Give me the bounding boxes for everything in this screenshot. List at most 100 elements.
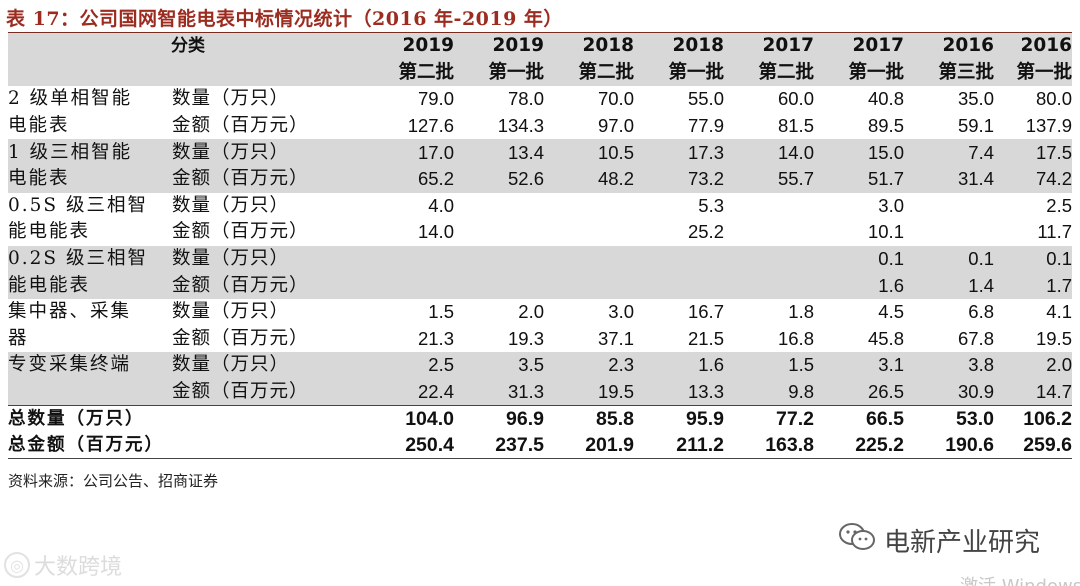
total-value-cell: 96.9 bbox=[454, 404, 544, 432]
batch-header: 第二批 bbox=[544, 59, 634, 87]
value-cell: 45.8 bbox=[867, 327, 904, 349]
value-cell: 4.5 bbox=[878, 301, 904, 323]
value-cell: 1.6 bbox=[634, 352, 724, 379]
value-cell: 4.0 bbox=[428, 194, 454, 216]
value-cell: 21.5 bbox=[687, 327, 724, 349]
category-label: 2 级单相智能 bbox=[8, 88, 133, 110]
value-cell: 3.0 bbox=[608, 301, 634, 323]
value-cell: 3.8 bbox=[904, 352, 994, 379]
value-cell bbox=[724, 193, 814, 220]
value-cell: 31.4 bbox=[904, 165, 994, 193]
table-row: 能电能表 金额（百万元） 1.6 1.4 1.7 bbox=[8, 272, 1072, 299]
batch-header: 第一批 bbox=[634, 59, 724, 87]
metric-label: 数量（万只） bbox=[172, 301, 290, 323]
value-cell bbox=[454, 272, 544, 299]
table-row: 专变采集终端 数量（万只） 2.5 3.5 2.3 1.6 1.5 3.1 3.8 2.0 bbox=[8, 352, 1072, 379]
total-value-cell: 225.2 bbox=[814, 431, 904, 459]
value-cell: 22.4 bbox=[368, 378, 454, 406]
batch-header: 第二批 bbox=[724, 59, 814, 87]
value-cell: 35.0 bbox=[957, 88, 994, 110]
value-cell: 19.3 bbox=[507, 327, 544, 349]
value-cell: 13.4 bbox=[454, 139, 544, 166]
metric-label: 数量（万只） bbox=[172, 194, 290, 216]
value-cell: 16.7 bbox=[687, 301, 724, 323]
table-row: 2 级单相智能 数量（万只） 79.0 78.0 70.0 55.0 60.0 40.8 35.… bbox=[8, 86, 1072, 113]
value-cell: 3.5 bbox=[454, 352, 544, 379]
value-cell: 2.0 bbox=[518, 301, 544, 323]
table-title: 表 17：公司国网智能电表中标情况统计（2016 年-2019 年） bbox=[6, 8, 563, 30]
value-cell: 17.3 bbox=[634, 139, 724, 166]
value-cell: 1.8 bbox=[788, 301, 814, 323]
category-label: 电能表 bbox=[8, 165, 172, 193]
total-value-cell: 53.0 bbox=[904, 404, 994, 432]
value-cell: 70.0 bbox=[597, 88, 634, 110]
value-cell: 17.0 bbox=[368, 139, 454, 166]
table-row: 能电能表 金额（百万元） 14.0 25.2 10.1 11.7 bbox=[8, 219, 1072, 246]
table-row: 0.2S 级三相智 数量（万只） 0.1 0.1 0.1 bbox=[8, 245, 1072, 273]
value-cell: 1.4 bbox=[904, 272, 994, 299]
value-cell: 137.9 bbox=[1025, 115, 1072, 137]
value-cell: 17.5 bbox=[994, 139, 1072, 166]
wechat-icon bbox=[838, 522, 876, 559]
value-cell: 10.1 bbox=[867, 221, 904, 243]
year-header: 2018 bbox=[544, 33, 634, 60]
value-cell: 2.0 bbox=[994, 352, 1072, 379]
category-label: 能电能表 bbox=[8, 272, 172, 299]
total-value-cell: 201.9 bbox=[544, 431, 634, 459]
table-row: 器 金额（百万元） 21.3 19.3 37.1 21.5 16.8 45.8 67.8 19.5 bbox=[8, 326, 1072, 353]
total-value-cell: 95.9 bbox=[634, 404, 724, 432]
value-cell: 78.0 bbox=[507, 88, 544, 110]
total-value-cell: 85.8 bbox=[544, 404, 634, 432]
value-cell: 1.6 bbox=[814, 272, 904, 299]
value-cell: 134.3 bbox=[497, 115, 544, 137]
value-cell: 14.7 bbox=[994, 378, 1072, 406]
brand-watermark: ◎ 大数跨境 bbox=[4, 550, 122, 580]
category-label: 专变采集终端 bbox=[8, 352, 172, 379]
value-cell bbox=[454, 193, 544, 220]
value-cell: 89.5 bbox=[867, 115, 904, 137]
value-cell bbox=[724, 245, 814, 273]
value-cell bbox=[904, 193, 994, 220]
value-cell: 2.5 bbox=[368, 352, 454, 379]
value-cell: 10.5 bbox=[544, 139, 634, 166]
total-row: 总金额（百万元） 250.4 237.5 201.9 211.2 163.8 225.2 19… bbox=[8, 431, 1072, 459]
source-note: 资料来源：公司公告、招商证券 bbox=[8, 472, 219, 490]
total-value-cell: 104.0 bbox=[368, 404, 454, 432]
batch-header: 第一批 bbox=[454, 59, 544, 87]
value-cell: 0.1 bbox=[994, 245, 1072, 273]
year-header: 2017 bbox=[814, 33, 904, 60]
value-cell: 55.0 bbox=[687, 88, 724, 110]
metric-label: 金额（百万元） bbox=[172, 272, 368, 299]
metric-label: 金额（百万元） bbox=[172, 221, 309, 243]
value-cell: 30.9 bbox=[904, 378, 994, 406]
value-cell: 37.1 bbox=[597, 327, 634, 349]
metric-label: 金额（百万元） bbox=[172, 378, 368, 406]
value-cell: 1.5 bbox=[724, 352, 814, 379]
brand-logo-icon: ◎ bbox=[4, 552, 30, 578]
value-cell: 31.3 bbox=[454, 378, 544, 406]
batch-header: 第二批 bbox=[368, 59, 454, 87]
value-cell: 65.2 bbox=[368, 165, 454, 193]
value-cell: 3.0 bbox=[878, 194, 904, 216]
value-cell bbox=[634, 272, 724, 299]
value-cell: 25.2 bbox=[687, 221, 724, 243]
category-header: 分类 bbox=[8, 33, 368, 87]
value-cell bbox=[904, 219, 994, 246]
total-value-cell: 250.4 bbox=[368, 431, 454, 459]
bid-statistics-table: 分类 2019 2019 2018 2018 2017 2017 2016 20… bbox=[8, 33, 1072, 459]
value-cell: 127.6 bbox=[407, 115, 454, 137]
value-cell: 16.8 bbox=[777, 327, 814, 349]
value-cell: 81.5 bbox=[777, 115, 814, 137]
brand-watermark-text: 大数跨境 bbox=[34, 555, 123, 580]
wechat-account-name: 电新产业研究 bbox=[884, 527, 1041, 558]
metric-label: 金额（百万元） bbox=[172, 165, 368, 193]
title-rule bbox=[8, 32, 1072, 33]
value-cell: 73.2 bbox=[634, 165, 724, 193]
category-label: 能电能表 bbox=[8, 221, 91, 243]
year-header: 2019 bbox=[368, 33, 454, 60]
value-cell: 2.5 bbox=[1046, 194, 1072, 216]
table-row: 集中器、采集 数量（万只） 1.5 2.0 3.0 16.7 1.8 4.5 6.8 4.1 bbox=[8, 299, 1072, 326]
total-value-cell: 211.2 bbox=[634, 431, 724, 459]
category-label: 1 级三相智能 bbox=[8, 139, 172, 166]
value-cell: 60.0 bbox=[777, 88, 814, 110]
